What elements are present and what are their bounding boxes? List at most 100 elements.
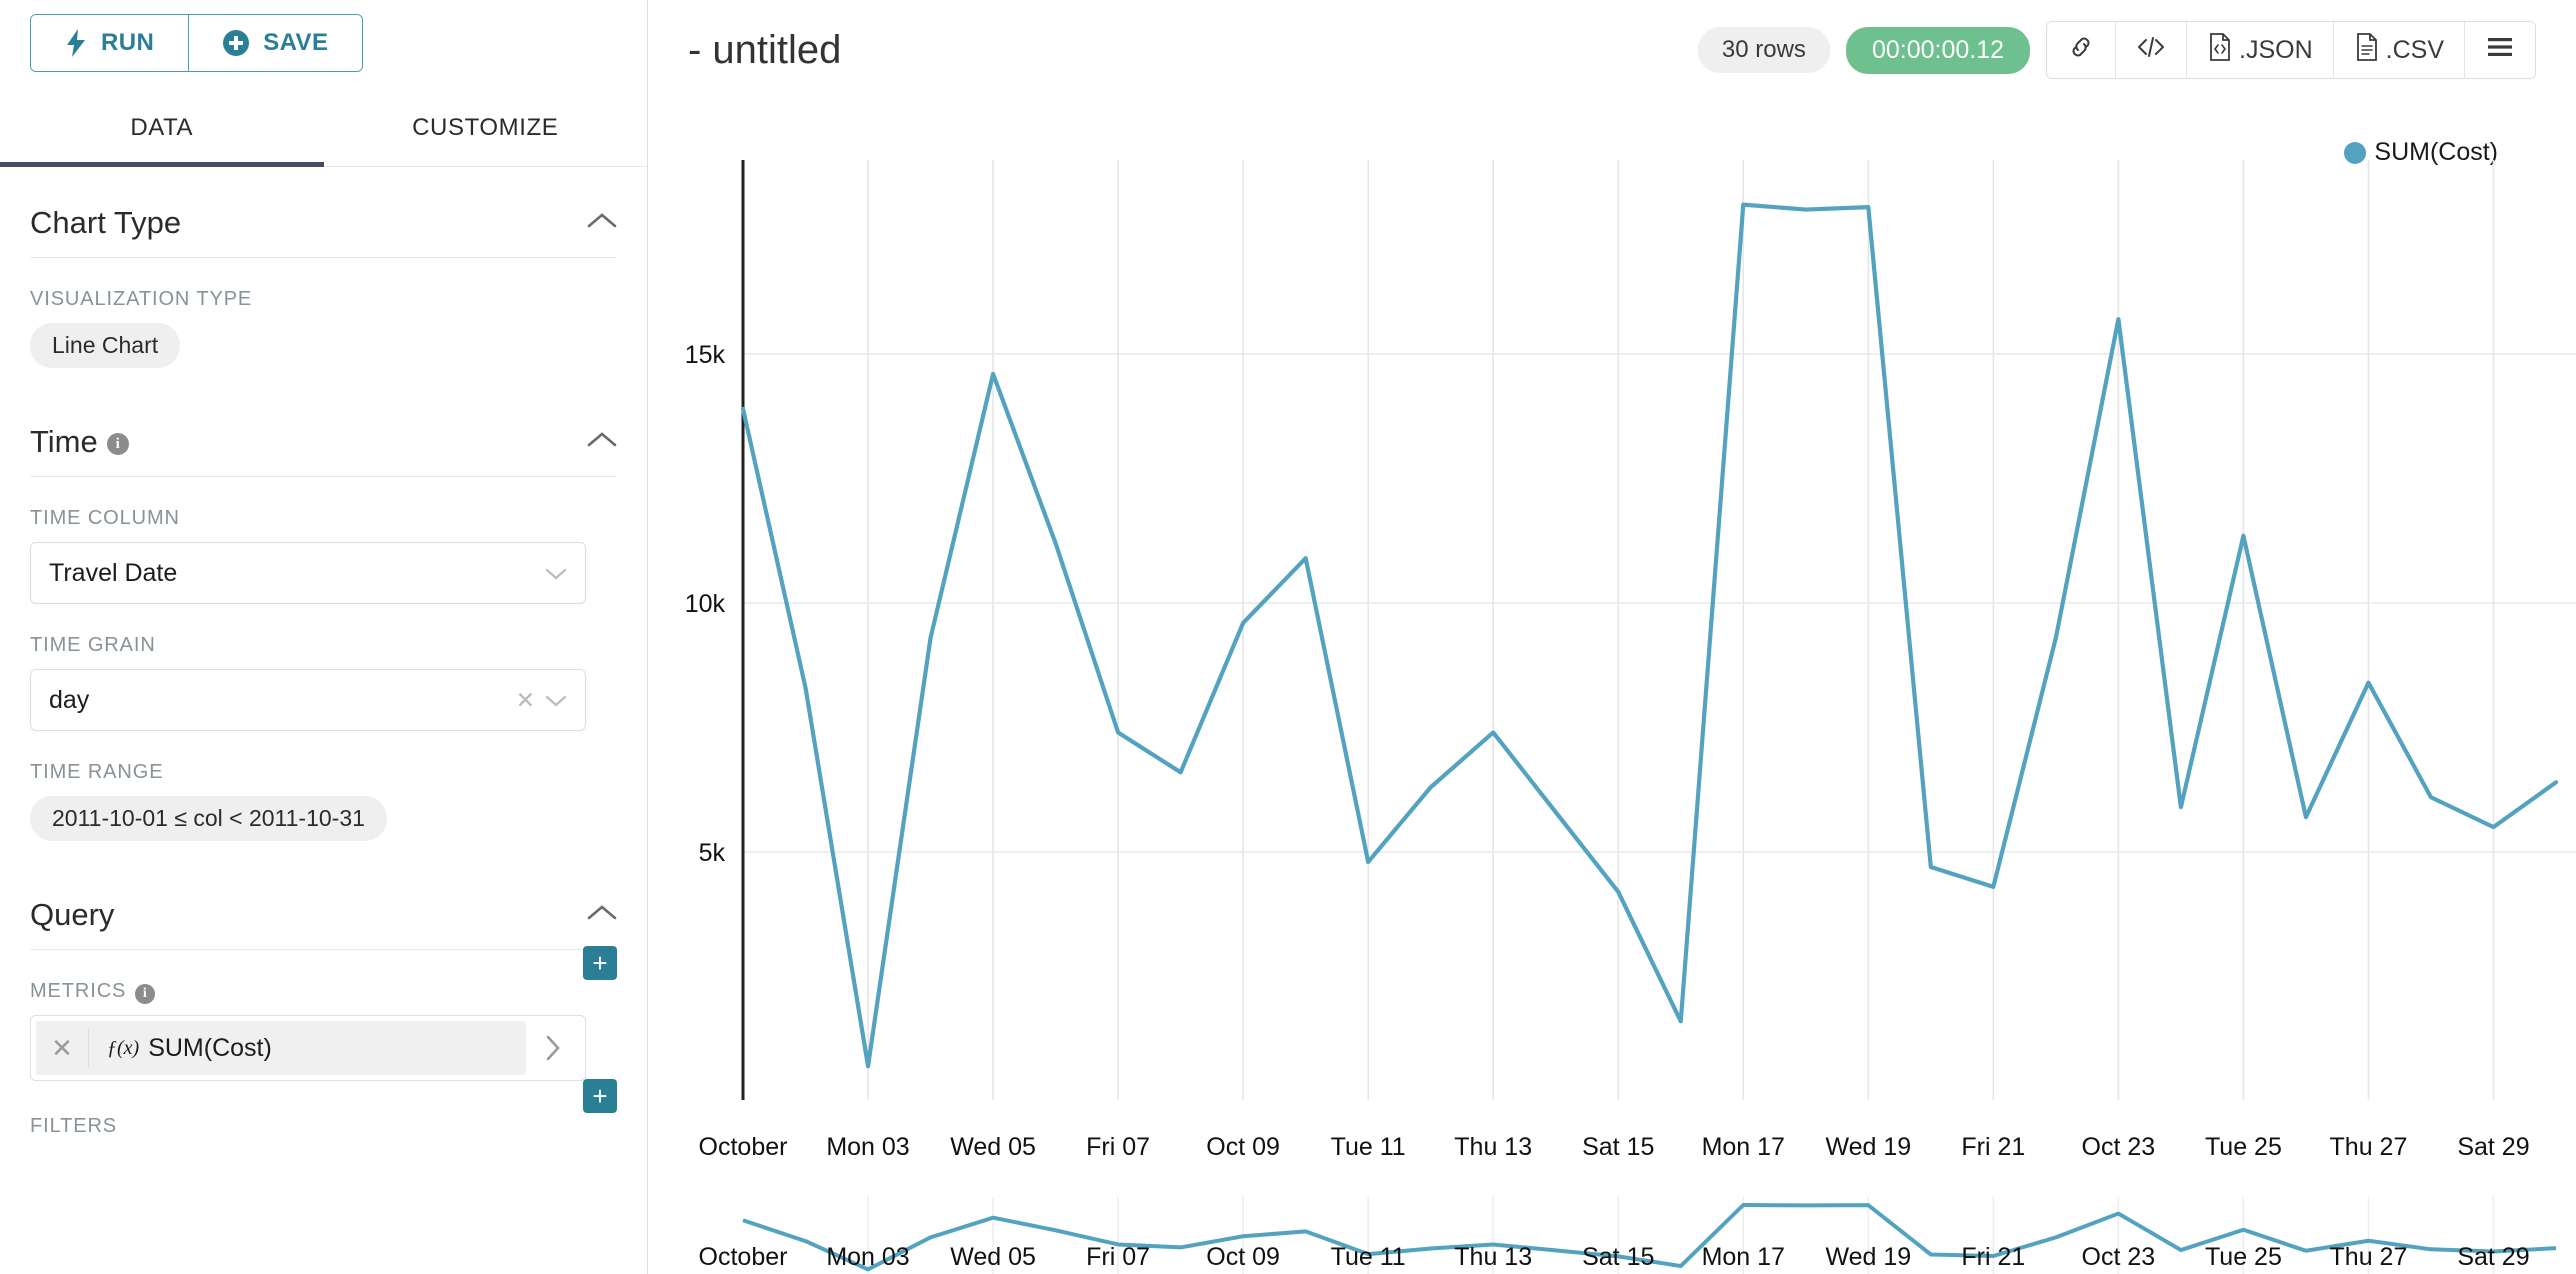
minimap-x-axis-tick-label: Thu 13 bbox=[1454, 1243, 1532, 1271]
minimap-x-axis-tick-label: Wed 19 bbox=[1825, 1243, 1911, 1271]
x-axis-tick-label: Mon 17 bbox=[1702, 1133, 1785, 1161]
x-axis-tick-label: Thu 13 bbox=[1454, 1133, 1532, 1161]
add-metric-button[interactable]: + bbox=[583, 946, 617, 980]
x-axis-tick-label: Oct 09 bbox=[1206, 1133, 1280, 1161]
section-header-time[interactable]: Time i bbox=[30, 368, 617, 477]
field-metrics: METRICS i + ✕ ƒ(x) SUM(Cost) bbox=[30, 946, 617, 1081]
x-axis-tick-label: Fri 21 bbox=[1961, 1133, 2025, 1161]
metrics-box: ✕ ƒ(x) SUM(Cost) bbox=[30, 1015, 586, 1081]
chevron-up-icon[interactable] bbox=[587, 904, 617, 927]
add-filter-button[interactable]: + bbox=[583, 1079, 617, 1113]
time-column-value: Travel Date bbox=[49, 558, 178, 587]
action-bar: RUN SAVE bbox=[0, 0, 647, 82]
x-axis-tick-label: Wed 05 bbox=[950, 1133, 1036, 1161]
time-range-value[interactable]: 2011-10-01 ≤ col < 2011-10-31 bbox=[30, 796, 387, 841]
run-save-button-group: RUN SAVE bbox=[30, 14, 364, 72]
rows-badge: 30 rows bbox=[1697, 27, 1830, 73]
x-axis-tick-label: Wed 19 bbox=[1825, 1133, 1911, 1161]
chevron-down-icon[interactable] bbox=[545, 559, 567, 588]
export-csv-label: .CSV bbox=[2385, 35, 2444, 64]
page-title[interactable]: - untitled bbox=[688, 27, 842, 72]
x-axis-tick-label: Thu 27 bbox=[2330, 1133, 2408, 1161]
save-button[interactable]: SAVE bbox=[188, 15, 363, 71]
divider bbox=[88, 1029, 89, 1067]
export-csv-button[interactable]: .CSV bbox=[2332, 22, 2464, 78]
minimap-x-axis-tick-label: Tue 11 bbox=[1331, 1243, 1406, 1271]
tab-customize[interactable]: CUSTOMIZE bbox=[324, 94, 648, 166]
field-filters: FILTERS + bbox=[30, 1079, 617, 1138]
minimap-x-axis-tick-label: Fri 21 bbox=[1961, 1243, 2025, 1271]
chevron-up-icon[interactable] bbox=[587, 431, 617, 454]
minimap-x-axis-tick-label: Mon 03 bbox=[826, 1243, 909, 1271]
chevron-up-icon[interactable] bbox=[587, 212, 617, 235]
code-icon bbox=[2136, 35, 2166, 66]
label-time-column: TIME COLUMN bbox=[30, 507, 180, 529]
info-icon-time[interactable]: i bbox=[106, 433, 129, 455]
x-axis-tick-label: October bbox=[699, 1133, 788, 1161]
export-button-group: .JSON .CSV bbox=[2046, 21, 2536, 79]
x-axis-tick-label: Sat 15 bbox=[1582, 1133, 1654, 1161]
section-header-chart-type[interactable]: Chart Type bbox=[30, 167, 617, 258]
minimap-x-axis-tick-label: Thu 27 bbox=[2330, 1243, 2408, 1271]
x-axis-tick-label: Fri 07 bbox=[1086, 1133, 1150, 1161]
minimap-x-axis-tick-label: Sat 15 bbox=[1582, 1243, 1654, 1271]
label-time-grain: TIME GRAIN bbox=[30, 634, 156, 656]
chart-main-area: - untitled 30 rows 00:00:00.12 bbox=[648, 0, 2576, 1274]
line-chart-svg[interactable]: 5k 10k 15k October Mon 03 Wed 05 Fri 07 Oct 09 T… bbox=[648, 160, 2576, 1274]
series-line-sum-cost[interactable] bbox=[740, 202, 2559, 1069]
y-axis-tick-label: 10k bbox=[685, 590, 726, 618]
minimap-x-axis-tick-label: Oct 09 bbox=[1206, 1243, 1280, 1271]
panel-tabs: DATA CUSTOMIZE bbox=[0, 94, 647, 167]
tab-data[interactable]: DATA bbox=[0, 94, 324, 167]
field-time-range: TIME RANGE 2011-10-01 ≤ col < 2011-10-31 bbox=[30, 731, 617, 841]
minimap-x-axis-tick-label: Mon 17 bbox=[1702, 1243, 1785, 1271]
csv-file-icon bbox=[2354, 32, 2380, 69]
more-menu-button[interactable] bbox=[2464, 22, 2535, 78]
minimap-series-line[interactable] bbox=[742, 1203, 2557, 1272]
section-header-query[interactable]: Query bbox=[30, 841, 617, 950]
control-panel-sidebar: RUN SAVE DATA CUSTOMIZE Chart Ty bbox=[0, 0, 648, 1274]
view-query-button[interactable] bbox=[2115, 22, 2187, 78]
x-axis-tick-label: Sat 29 bbox=[2457, 1133, 2529, 1161]
time-column-select[interactable]: Travel Date bbox=[30, 542, 586, 604]
chevron-down-icon[interactable] bbox=[545, 686, 567, 715]
lightning-icon bbox=[65, 29, 87, 57]
x-axis-tick-label: Oct 23 bbox=[2082, 1133, 2156, 1161]
label-filters: FILTERS bbox=[30, 1115, 118, 1137]
link-icon bbox=[2067, 33, 2095, 68]
visualization-type-value[interactable]: Line Chart bbox=[30, 323, 181, 368]
field-time-column: TIME COLUMN Travel Date bbox=[30, 477, 617, 604]
export-json-label: .JSON bbox=[2239, 35, 2313, 64]
field-time-grain: TIME GRAIN day ✕ bbox=[30, 604, 617, 731]
export-json-button[interactable]: .JSON bbox=[2186, 22, 2333, 78]
tab-customize-label: CUSTOMIZE bbox=[412, 114, 559, 141]
remove-metric-icon[interactable]: ✕ bbox=[51, 1032, 73, 1063]
time-grain-select[interactable]: day ✕ bbox=[30, 669, 586, 731]
json-file-icon bbox=[2207, 32, 2233, 69]
tab-data-label: DATA bbox=[130, 114, 194, 141]
query-duration-badge: 00:00:00.12 bbox=[1845, 26, 2031, 74]
section-title-chart-type: Chart Type bbox=[30, 205, 182, 240]
info-icon-metrics[interactable]: i bbox=[135, 983, 156, 1004]
y-axis-tick-label: 5k bbox=[699, 839, 726, 867]
minimap-x-axis-tick-label: Sat 29 bbox=[2457, 1243, 2529, 1271]
section-title-time: Time bbox=[30, 424, 98, 459]
legend-color-swatch bbox=[2344, 141, 2367, 164]
function-icon: ƒ(x) bbox=[107, 1036, 140, 1059]
chevron-right-icon[interactable] bbox=[526, 1021, 580, 1075]
clear-icon[interactable]: ✕ bbox=[515, 686, 535, 713]
y-axis-tick-label: 15k bbox=[685, 341, 726, 369]
time-grain-value: day bbox=[49, 685, 90, 714]
chart-legend[interactable]: SUM(Cost) bbox=[2344, 138, 2498, 167]
label-time-range: TIME RANGE bbox=[30, 761, 164, 783]
label-visualization-type: VISUALIZATION TYPE bbox=[30, 288, 253, 310]
metric-chip[interactable]: ✕ ƒ(x) SUM(Cost) bbox=[36, 1021, 526, 1075]
label-metrics: METRICS i bbox=[30, 980, 617, 1004]
share-link-button[interactable] bbox=[2047, 22, 2116, 78]
minimap-x-axis-tick-label: Fri 07 bbox=[1086, 1243, 1150, 1271]
metric-value: SUM(Cost) bbox=[148, 1033, 272, 1062]
header-controls: 30 rows 00:00:00.12 bbox=[1697, 21, 2536, 79]
run-button[interactable]: RUN bbox=[31, 15, 189, 71]
minimap-x-axis-tick-label: Tue 25 bbox=[2205, 1243, 2282, 1271]
